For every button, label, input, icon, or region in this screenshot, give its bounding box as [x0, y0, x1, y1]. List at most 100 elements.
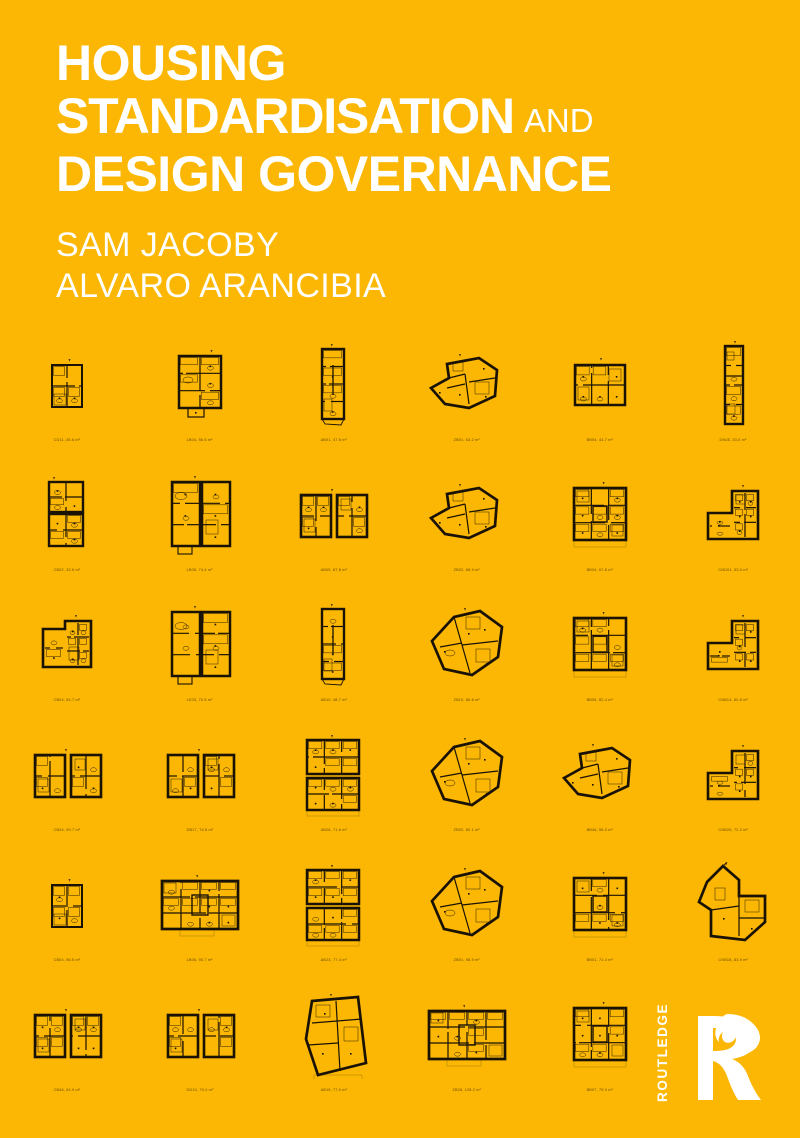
title-line-3: DESIGN GOVERNANCE: [56, 146, 612, 202]
plan-label: DD10, 79.4 m²: [186, 1087, 214, 1093]
plan-drawing: [42, 340, 92, 432]
plan-label: DB17, 74.8 m²: [186, 827, 214, 833]
plan-cell: DN08, 33.0 m²: [667, 340, 800, 470]
floor-plan-drawing: [572, 482, 628, 548]
plan-label: AB05, 87.8 m²: [320, 567, 347, 573]
plan-drawing: [698, 730, 768, 822]
plan-cell: ZB01, 63.2 m²: [400, 340, 533, 470]
floor-plan-drawing: [724, 341, 745, 426]
plan-cell: AB26, 71.6 m²: [267, 730, 400, 860]
plan-drawing: [424, 730, 510, 822]
plan-cell: LB06, 90.7 m²: [133, 860, 266, 990]
plan-label: BB46, 56.0 m²: [586, 827, 614, 833]
floor-plan-drawing: [50, 359, 83, 408]
title-block: HOUSING STANDARDISATION AND DESIGN GOVERN…: [56, 38, 756, 307]
floor-plan-drawing: [561, 744, 632, 800]
plan-label: ZB26, 128.2 m²: [452, 1087, 481, 1093]
floor-plan-drawing: [166, 1009, 236, 1059]
floor-plan-drawing: [430, 868, 504, 937]
plan-drawing: [29, 730, 105, 822]
plan-label: CNB26, 72.2 m²: [718, 827, 749, 833]
floor-plan-drawing: [41, 615, 92, 669]
floor-plan-drawing: [33, 1009, 102, 1059]
floor-plan-drawing: [321, 604, 346, 686]
floor-plan-drawing: [306, 865, 361, 947]
plan-drawing: [710, 340, 756, 432]
plan-cell: CND01, 53.0 m²: [667, 470, 800, 600]
plan-cell: ZB10, 86.6 m²: [400, 600, 533, 730]
plan-cell: BB04, 44.7 m²: [533, 340, 666, 470]
plan-label: AB10, 48.7 m²: [320, 697, 347, 703]
plan-label: CB04, 56.5 m²: [53, 957, 80, 963]
floor-plan-drawing: [430, 608, 504, 677]
floor-plan-drawing: [572, 872, 628, 938]
plan-grid-row: CB02, 32.6 m² LB05, 74.4 m² AB05, 87.8 m² Z…: [0, 470, 800, 600]
plan-label: ZB10, 86.6 m²: [453, 697, 480, 703]
plan-label: BB07, 79.0 m²: [586, 1087, 614, 1093]
plan-cell: CNB18, 83.9 m²: [667, 860, 800, 990]
plan-label: ZB01, 98.9 m²: [453, 957, 480, 963]
author-name-1: SAM JACOBY: [56, 226, 280, 264]
plan-drawing: [558, 730, 642, 822]
plan-cell: CB04, 54.7 m²: [0, 600, 133, 730]
plan-label: AB01, 47.8 m²: [320, 437, 347, 443]
plan-drawing: [169, 340, 231, 432]
plan-label: ZB02, 80.1 m²: [453, 827, 480, 833]
plan-drawing: [308, 600, 358, 692]
plan-cell: BB05, 82.4 m²: [533, 600, 666, 730]
plan-label: CB02, 32.6 m²: [53, 567, 80, 573]
floor-plan-drawing: [170, 606, 232, 685]
plan-cell: ZB02, 80.1 m²: [400, 730, 533, 860]
floor-plan-drawing: [706, 485, 760, 541]
plan-label: AB23, 77.4 m²: [320, 957, 347, 963]
plan-drawing: [162, 730, 238, 822]
plan-label: BB05, 82.4 m²: [586, 697, 614, 703]
plan-grid-row: CB04, 56.5 m² LB06, 90.7 m² AB23, 77.4 m² Z…: [0, 860, 800, 990]
plan-label: LB04, 56.5 m²: [186, 437, 214, 443]
plan-grid-row: CB44, 59.7 m² DB17, 74.8 m² AB26, 71.6 m² Z…: [0, 730, 800, 860]
floor-plan-drawing: [306, 735, 361, 817]
floor-plan-drawing: [573, 358, 627, 407]
plan-label: LE03, 70.5 m²: [186, 697, 214, 703]
plan-cell: LB04, 56.5 m²: [133, 340, 266, 470]
floor-plan-drawing: [166, 749, 236, 799]
floor-plan-drawing: [428, 354, 499, 410]
plan-cell: AB23, 77.4 m²: [267, 860, 400, 990]
plan-drawing: [35, 600, 99, 692]
plan-label: CB44, 59.7 m²: [53, 827, 80, 833]
floor-plan-drawing: [47, 477, 84, 548]
plan-label: CB46, 64.9 m²: [53, 1087, 80, 1093]
floor-plan-drawing: [697, 862, 767, 942]
plan-cell: ZB01, 98.9 m²: [400, 860, 533, 990]
floor-plan-drawing: [428, 484, 499, 540]
routledge-r-face-icon: [698, 1014, 761, 1100]
title-line-2: STANDARDISATION AND: [56, 91, 756, 146]
plan-cell: AB19, 77.0 m²: [267, 990, 400, 1120]
plan-drawing: [565, 860, 635, 952]
floor-plan-drawing: [427, 1005, 506, 1067]
plan-label: CNB18, 83.9 m²: [718, 957, 749, 963]
plan-drawing: [565, 990, 635, 1082]
plan-drawing: [565, 600, 635, 692]
floor-plan-drawing: [177, 350, 223, 418]
floor-plan-drawing: [170, 476, 232, 555]
plan-cell: CB46, 64.9 m²: [0, 990, 133, 1120]
plan-drawing: [42, 860, 92, 952]
plan-drawing: [156, 860, 244, 952]
plan-drawing: [693, 860, 773, 952]
authors-block: SAM JACOBY ALVARO ARANCIBIA: [56, 225, 756, 307]
plan-cell: BB07, 79.0 m²: [533, 990, 666, 1120]
plan-label: LB05, 74.4 m²: [186, 567, 214, 573]
floor-plan-drawing: [321, 344, 346, 426]
plan-drawing: [296, 990, 370, 1082]
plan-drawing: [295, 470, 371, 562]
plan-drawing: [424, 600, 510, 692]
plan-cell: CD11, 35.6 m²: [0, 340, 133, 470]
floor-plan-drawing: [33, 749, 102, 799]
plan-grid-row: CD11, 35.6 m² LB04, 56.5 m² AB01, 47.8 m² Z…: [0, 340, 800, 470]
plan-cell: DB17, 74.8 m²: [133, 730, 266, 860]
plan-cell: AB05, 87.8 m²: [267, 470, 400, 600]
plan-cell: LE03, 70.5 m²: [133, 600, 266, 730]
plan-label: LB06, 90.7 m²: [186, 957, 214, 963]
